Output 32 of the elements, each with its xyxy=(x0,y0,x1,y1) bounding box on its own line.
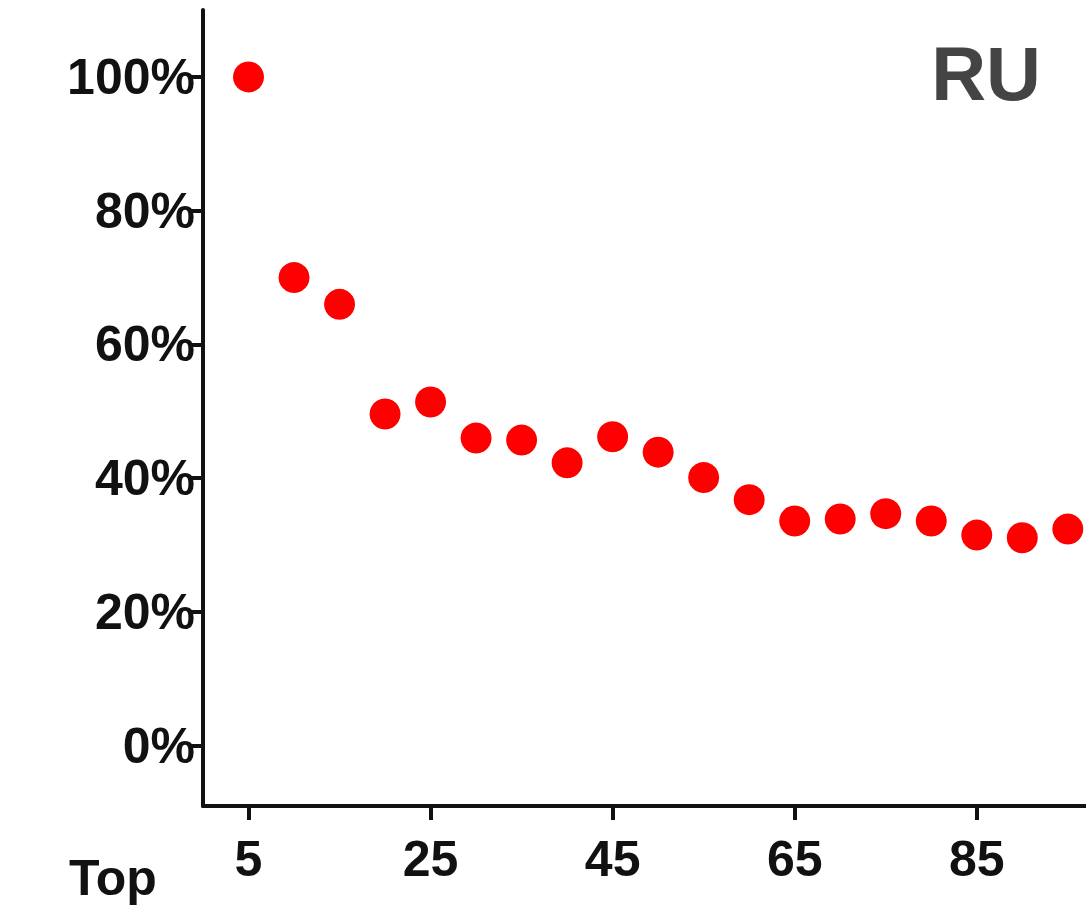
point xyxy=(1006,522,1038,554)
x-tick-label: 85 xyxy=(948,831,1005,887)
point xyxy=(551,447,583,479)
point xyxy=(688,462,720,494)
point xyxy=(233,61,265,93)
y-tick-label: 40% xyxy=(94,450,195,507)
y-tick-label: 20% xyxy=(94,584,195,641)
point xyxy=(733,484,765,516)
point xyxy=(870,498,902,530)
point xyxy=(824,503,856,535)
point xyxy=(1052,513,1084,545)
point xyxy=(642,436,674,468)
point xyxy=(415,386,447,418)
point xyxy=(779,505,811,537)
chart-title: RU xyxy=(931,30,1042,116)
y-tick-label: 80% xyxy=(94,182,195,239)
point xyxy=(460,422,492,454)
x-tick-label: 45 xyxy=(584,831,641,887)
point xyxy=(369,398,401,430)
point xyxy=(324,288,356,320)
point xyxy=(278,262,310,294)
x-axis-title: Top xyxy=(69,850,157,906)
point xyxy=(961,519,993,551)
y-tick-label: 100% xyxy=(67,48,195,105)
x-tick-label: 25 xyxy=(402,831,459,887)
point xyxy=(506,424,538,456)
x-tick-label: 65 xyxy=(766,831,823,887)
y-tick-label: 0% xyxy=(122,717,195,774)
point xyxy=(597,421,629,453)
x-tick-label: 5 xyxy=(234,831,263,887)
y-tick-label: 60% xyxy=(94,316,195,373)
point xyxy=(915,505,947,537)
